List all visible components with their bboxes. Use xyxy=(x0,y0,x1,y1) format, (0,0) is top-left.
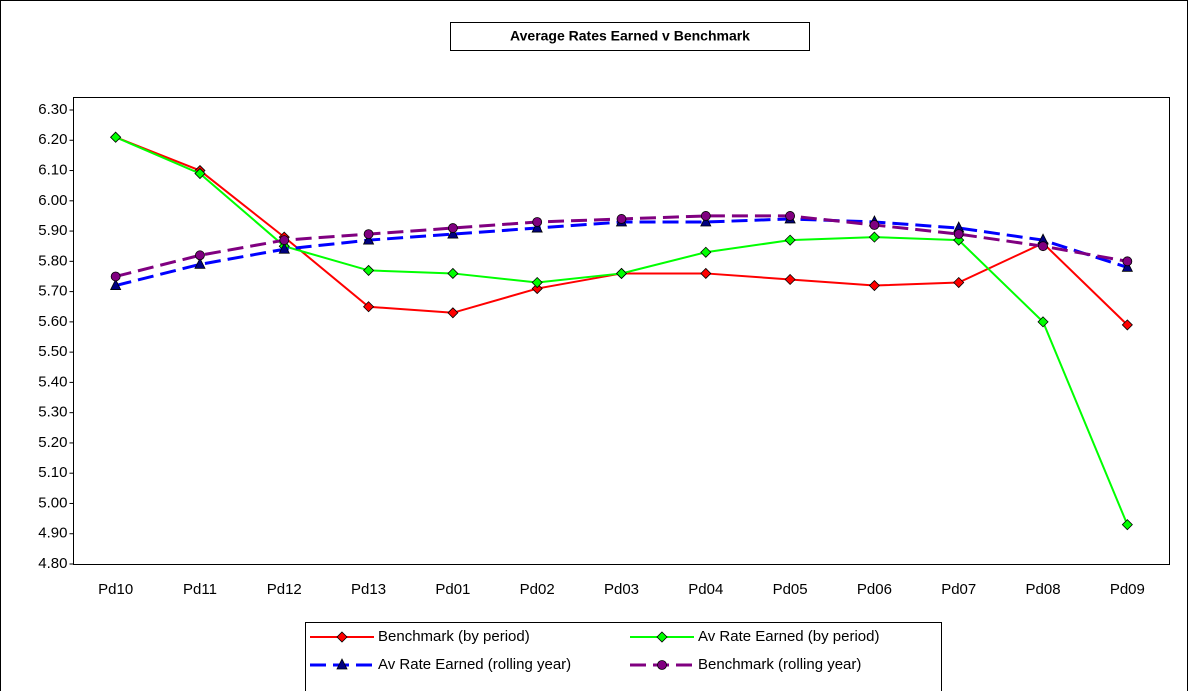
legend-box xyxy=(305,622,942,691)
plot-area xyxy=(73,97,1170,565)
x-tick-label: Pd08 xyxy=(1026,581,1061,598)
marker xyxy=(336,658,348,670)
marker xyxy=(1121,319,1133,331)
y-tick-label: 6.00 xyxy=(38,192,67,209)
marker xyxy=(194,167,206,180)
y-tick-label: 5.60 xyxy=(38,313,67,330)
y-tick-label: 4.80 xyxy=(38,555,67,572)
y-tick-label: 6.10 xyxy=(38,162,67,179)
y-tick-label: 5.30 xyxy=(38,404,67,421)
y-tick-label: 6.30 xyxy=(38,101,67,118)
y-tick-label: 5.50 xyxy=(38,343,67,360)
marker xyxy=(363,229,374,239)
chart-title: Average Rates Earned v Benchmark xyxy=(510,28,750,44)
x-tick-label: Pd03 xyxy=(604,581,639,598)
marker xyxy=(784,234,796,246)
x-tick-label: Pd11 xyxy=(183,581,217,598)
marker xyxy=(700,267,712,280)
marker xyxy=(868,279,880,292)
marker xyxy=(531,221,543,233)
x-tick-label: Pd12 xyxy=(267,581,302,598)
marker xyxy=(531,283,543,295)
y-tick-label: 6.20 xyxy=(38,131,67,148)
y-tick-label: 5.40 xyxy=(38,373,67,390)
marker xyxy=(336,631,348,643)
marker xyxy=(447,307,459,319)
y-tick-label: 5.10 xyxy=(38,464,67,481)
marker xyxy=(784,273,796,286)
y-tick-label: 5.90 xyxy=(38,222,67,239)
marker xyxy=(531,276,543,289)
marker xyxy=(615,267,628,280)
marker xyxy=(1038,241,1048,252)
x-tick-label: Pd13 xyxy=(351,581,386,598)
legend-label: Av Rate Earned (by period) xyxy=(698,628,880,645)
x-tick-label: Pd04 xyxy=(688,581,723,598)
marker xyxy=(1121,519,1133,531)
marker xyxy=(700,211,711,221)
marker xyxy=(1121,260,1133,272)
marker xyxy=(447,267,459,280)
marker xyxy=(110,271,121,282)
legend-label: Benchmark (rolling year) xyxy=(698,656,861,673)
marker xyxy=(110,278,122,290)
marker xyxy=(447,227,459,239)
marker xyxy=(447,223,458,233)
x-tick-label: Pd10 xyxy=(98,581,133,598)
x-tick-label: Pd02 xyxy=(520,581,555,598)
y-tick-label: 5.00 xyxy=(38,494,67,511)
x-tick-label: Pd01 xyxy=(435,581,470,598)
marker xyxy=(110,131,122,143)
y-tick-label: 5.80 xyxy=(38,252,67,269)
legend-label: Av Rate Earned (rolling year) xyxy=(378,656,571,673)
marker xyxy=(953,276,965,289)
marker xyxy=(363,264,375,276)
y-tick-label: 5.20 xyxy=(38,434,67,451)
title-box xyxy=(450,22,810,51)
marker xyxy=(194,257,206,269)
marker xyxy=(616,214,627,224)
x-tick-label: Pd09 xyxy=(1110,581,1145,598)
marker xyxy=(656,631,668,643)
marker xyxy=(278,242,290,254)
marker xyxy=(363,301,375,313)
y-tick-label: 4.90 xyxy=(38,525,67,542)
marker xyxy=(700,246,712,258)
marker xyxy=(1122,256,1133,267)
marker xyxy=(785,211,796,221)
marker xyxy=(869,220,880,230)
marker xyxy=(953,229,964,239)
marker xyxy=(362,233,375,245)
marker xyxy=(868,231,880,243)
marker xyxy=(532,217,543,227)
y-tick-label: 5.70 xyxy=(38,283,67,300)
marker xyxy=(1037,316,1049,328)
x-tick-label: Pd06 xyxy=(857,581,892,598)
marker xyxy=(195,250,205,261)
legend-label: Benchmark (by period) xyxy=(378,628,530,645)
marker xyxy=(279,235,290,246)
x-tick-label: Pd05 xyxy=(773,581,808,598)
marker xyxy=(700,215,712,227)
x-tick-label: Pd07 xyxy=(941,581,976,598)
marker xyxy=(657,660,667,670)
